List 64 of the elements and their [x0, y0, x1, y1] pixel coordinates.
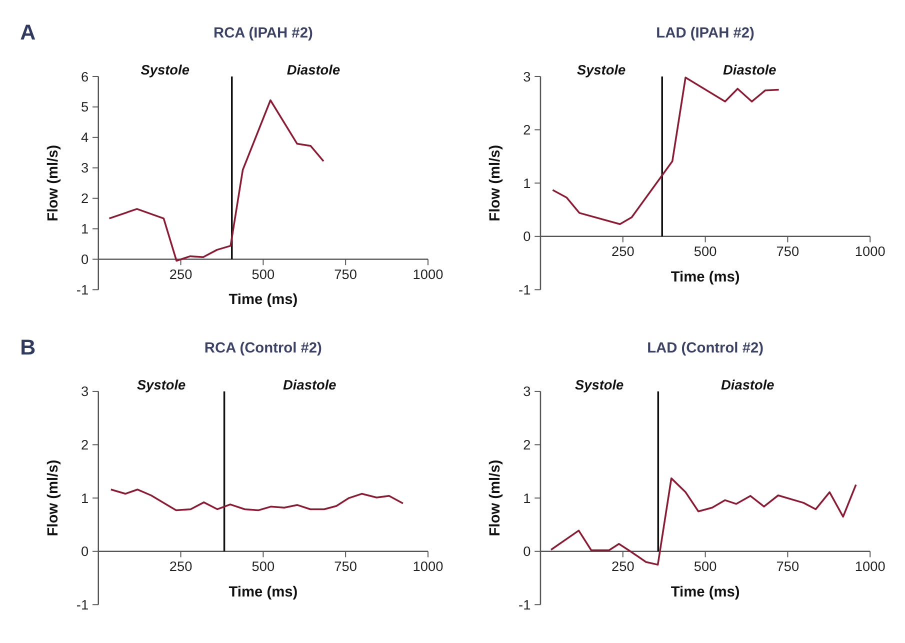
x-tick-label: 1000: [854, 558, 886, 574]
y-tick-label: -1: [518, 597, 531, 612]
y-tick-label: 3: [80, 160, 89, 176]
y-axis-title: Flow (ml/s): [45, 144, 62, 222]
y-tick-label: 0: [80, 252, 89, 268]
x-tick-label: 500: [694, 244, 718, 259]
annotation: Systole: [574, 377, 624, 392]
annotation: Systole: [576, 62, 626, 78]
x-axis-title: Time (ms): [670, 269, 740, 286]
y-axis-title: Flow (ml/s): [487, 144, 504, 222]
annotation: Diastole: [721, 377, 775, 392]
y-tick-label: 2: [80, 438, 89, 453]
y-tick-label: 2: [523, 122, 531, 138]
chart-title: RCA (Control #2): [204, 340, 322, 356]
line-series: [108, 99, 324, 262]
chart-title: LAD (Control #2): [647, 340, 764, 356]
x-axis-title: Time (ms): [228, 292, 298, 308]
y-tick-label: 1: [523, 490, 531, 506]
line-series: [552, 76, 780, 226]
y-tick-label: 5: [80, 100, 89, 115]
annotation: Systole: [140, 62, 190, 78]
x-tick-label: 750: [776, 244, 800, 259]
chart-title: RCA (IPAH #2): [214, 25, 313, 42]
annotation: Diastole: [283, 377, 337, 392]
x-tick-label: 1000: [412, 266, 444, 282]
text: A: [20, 20, 36, 44]
annotation: Diastole: [723, 62, 777, 78]
y-tick-label: 0: [523, 229, 532, 244]
y-tick-label: 2: [523, 438, 531, 453]
y-tick-label: 1: [80, 222, 89, 237]
y-tick-label: -1: [76, 597, 89, 612]
y-tick-label: 1: [523, 176, 531, 191]
text: B: [20, 335, 36, 360]
x-tick-label: 250: [169, 558, 193, 574]
x-tick-label: 750: [334, 266, 358, 282]
y-tick-label: 0: [523, 544, 532, 560]
y-axis-title: Flow (ml/s): [487, 460, 504, 536]
x-tick-label: 500: [694, 558, 718, 574]
x-axis-title: Time (ms): [670, 584, 740, 600]
annotation: Diastole: [286, 62, 340, 78]
y-tick-label: 3: [523, 69, 532, 84]
y-tick-label: 1: [80, 490, 89, 506]
y-tick-label: 2: [80, 191, 89, 206]
x-tick-label: 250: [611, 558, 635, 574]
x-tick-label: 1000: [854, 244, 886, 259]
y-tick-label: 4: [80, 130, 89, 146]
x-tick-label: 500: [252, 266, 275, 282]
y-tick-label: 3: [80, 384, 89, 400]
y-tick-label: 6: [80, 69, 89, 84]
y-axis-title: Flow (ml/s): [45, 460, 62, 536]
chart-title: LAD (IPAH #2): [656, 25, 755, 42]
x-axis-title: Time (ms): [228, 584, 298, 600]
x-tick-label: 500: [252, 558, 275, 574]
line-series: [110, 488, 404, 512]
annotation: Systole: [136, 377, 186, 392]
x-tick-label: 750: [334, 558, 358, 574]
y-tick-label: -1: [518, 282, 531, 298]
x-tick-label: 250: [169, 266, 193, 282]
x-tick-label: 750: [776, 558, 800, 574]
y-tick-label: 0: [80, 544, 89, 560]
y-tick-label: -1: [76, 282, 89, 298]
x-tick-label: 250: [611, 244, 635, 259]
y-tick-label: 3: [523, 384, 532, 400]
x-tick-label: 1000: [412, 558, 444, 574]
